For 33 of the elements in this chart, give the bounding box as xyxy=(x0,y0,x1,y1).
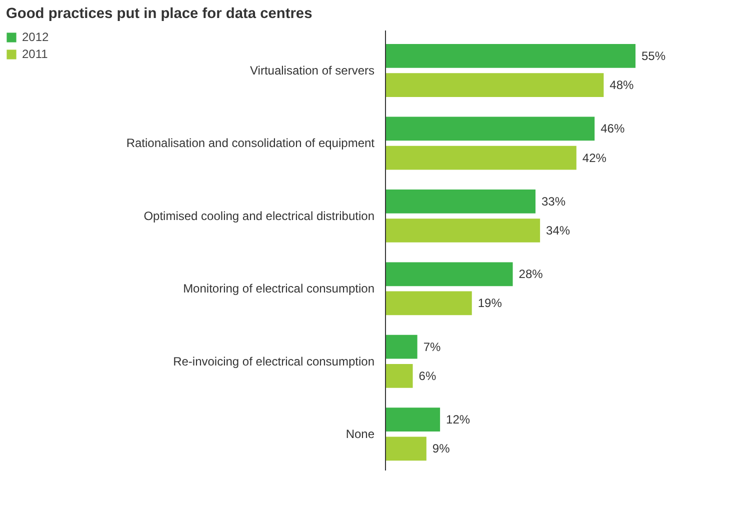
bar xyxy=(386,116,595,141)
bar xyxy=(386,189,536,214)
legend-label: 2011 xyxy=(22,46,48,61)
y-tick-label: Optimised cooling and electrical distribution xyxy=(144,208,375,223)
data-label: 42% xyxy=(582,150,607,165)
data-label: 9% xyxy=(432,442,450,456)
bar xyxy=(386,334,418,359)
bar xyxy=(386,262,513,286)
data-label: 55% xyxy=(642,48,666,63)
bar xyxy=(386,218,540,242)
y-tick-label: None xyxy=(346,427,375,442)
bar xyxy=(386,436,426,461)
y-tick-label: Rationalisation and consolidation of equipment xyxy=(126,136,376,150)
text: Good practices put in place for data centres xyxy=(6,5,312,24)
data-label: 34% xyxy=(546,223,570,238)
y-tick-label: Re-invoicing of electrical consumption xyxy=(173,354,375,368)
data-label: 46% xyxy=(600,122,625,136)
data-label: 33% xyxy=(542,194,566,208)
bar xyxy=(386,73,604,97)
bar xyxy=(386,291,472,316)
legend-label: 2012 xyxy=(22,30,49,44)
data-label: 12% xyxy=(446,412,470,427)
bar xyxy=(386,408,440,432)
data-label: 7% xyxy=(423,340,441,354)
bar xyxy=(386,44,636,68)
y-tick-label: Monitoring of electrical consumption xyxy=(183,282,375,296)
y-tick-label: Virtualisation of servers xyxy=(250,63,374,78)
data-label: 6% xyxy=(418,368,436,383)
data-label: 28% xyxy=(518,267,544,282)
data-label: 48% xyxy=(610,78,634,92)
data-label: 19% xyxy=(478,296,502,310)
bar xyxy=(386,146,576,170)
bar xyxy=(386,364,413,388)
